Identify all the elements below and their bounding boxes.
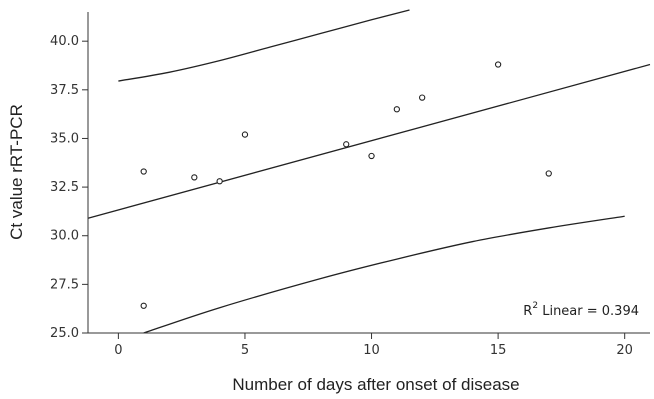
data-point	[343, 141, 350, 148]
y-axis-title: Ct value rRT-PCR	[7, 104, 26, 240]
data-point	[393, 106, 400, 113]
data-point	[191, 174, 198, 181]
data-point	[494, 61, 502, 68]
r-squared-superscript: 2	[532, 301, 538, 311]
y-tick-label: 40.0	[50, 34, 79, 49]
y-tick-label: 32.5	[50, 180, 79, 195]
data-point	[216, 178, 223, 185]
plot-lines	[87, 9, 651, 334]
axes	[87, 12, 650, 334]
data-point	[368, 152, 375, 160]
x-ticks: 0 5 10 15 20	[114, 333, 633, 358]
r-squared-annotation: R2 Linear = 0.394	[523, 301, 639, 319]
y-tick-label: 30.0	[50, 229, 79, 244]
lower-prediction-band	[143, 215, 625, 334]
x-axis-title: Number of days after onset of disease	[232, 375, 519, 394]
data-point	[140, 168, 147, 175]
regression-line	[87, 63, 651, 219]
x-tick-label: 0	[114, 343, 122, 358]
r-squared-text: Linear = 0.394	[538, 304, 639, 319]
upper-prediction-band	[118, 9, 410, 82]
y-ticks: 25.0 27.5 30.0 32.5 35.0 37.5 40.0	[50, 34, 88, 341]
y-tick-label: 27.5	[50, 277, 79, 292]
r-squared-prefix: R	[523, 304, 532, 319]
y-tick-label: 37.5	[50, 83, 79, 98]
x-tick-label: 20	[616, 343, 633, 358]
data-point	[419, 94, 426, 101]
y-tick-label: 35.0	[50, 131, 79, 146]
x-tick-label: 10	[363, 343, 380, 358]
data-point	[241, 131, 249, 138]
x-tick-label: 5	[241, 343, 249, 358]
x-tick-label: 15	[490, 343, 507, 358]
data-points	[140, 61, 552, 309]
data-point	[140, 302, 147, 309]
data-point	[545, 170, 552, 177]
y-tick-label: 25.0	[50, 326, 79, 341]
